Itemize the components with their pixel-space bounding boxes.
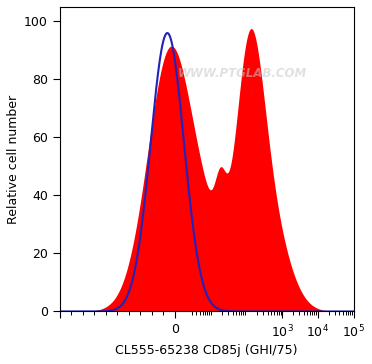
Text: WWW.PTGLAB.COM: WWW.PTGLAB.COM bbox=[177, 67, 307, 80]
Y-axis label: Relative cell number: Relative cell number bbox=[7, 95, 20, 224]
X-axis label: CL555-65238 CD85j (GHI/75): CL555-65238 CD85j (GHI/75) bbox=[115, 344, 298, 357]
